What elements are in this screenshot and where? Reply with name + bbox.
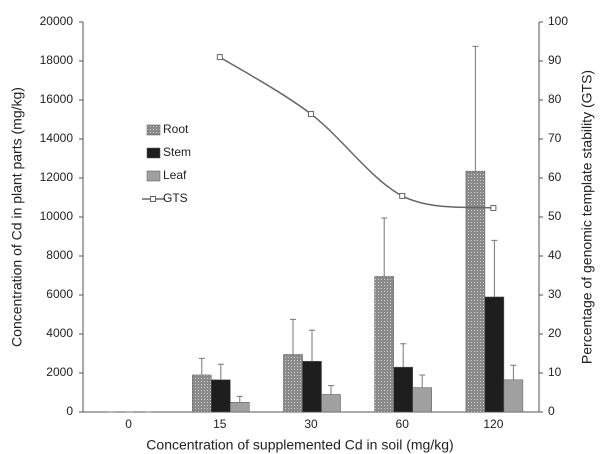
error-bar <box>217 363 224 380</box>
x-tick-label: 15 <box>213 417 227 431</box>
legend-label: Stem <box>163 145 191 159</box>
y-tick-label: 20000 <box>40 14 74 28</box>
bar <box>374 276 394 413</box>
marker <box>399 192 406 199</box>
y2-tick-label: 80 <box>548 92 562 106</box>
y-tick-label: 16000 <box>40 92 74 106</box>
y-tick-label: 6000 <box>46 287 73 301</box>
bar <box>230 402 250 413</box>
y-tick-label: 18000 <box>40 53 74 67</box>
error-bar <box>419 374 426 388</box>
y2-tick-label: 90 <box>548 53 562 67</box>
x-tick-label: 60 <box>396 417 410 431</box>
bar <box>503 379 524 413</box>
legend-swatch <box>146 124 161 136</box>
y-tick-label: 8000 <box>46 248 73 262</box>
y2-tick-label: 40 <box>548 248 562 262</box>
legend-swatch <box>146 170 161 182</box>
y-tick-label: 14000 <box>40 131 74 145</box>
bar <box>302 361 322 413</box>
bar <box>192 374 212 413</box>
error-bar <box>328 385 334 395</box>
error-bar <box>472 45 479 172</box>
y-tick-label: 4000 <box>46 326 73 340</box>
y2-axis-title: Percentage of genomic template stability… <box>579 70 595 364</box>
y-axis-title: Concentration of Cd in plant parts (mg/k… <box>9 87 25 347</box>
error-bar <box>290 318 296 355</box>
y-tick-label: 10000 <box>40 209 74 223</box>
y2-tick-label: 30 <box>548 287 562 301</box>
marker <box>490 205 497 212</box>
bar <box>211 379 231 413</box>
bar <box>484 296 505 413</box>
error-bar <box>381 217 388 277</box>
x-axis-title: Concentration of supplemented Cd in soil… <box>146 437 453 453</box>
error-bar <box>510 364 517 380</box>
y-tick-label: 0 <box>66 404 73 418</box>
error-bar <box>309 329 315 362</box>
bar <box>321 394 341 413</box>
error-bar <box>400 343 407 368</box>
marker <box>216 54 223 61</box>
error-bar <box>491 239 498 297</box>
y-tick-label: 12000 <box>40 170 74 184</box>
marker <box>308 111 314 118</box>
legend-label: Root <box>163 122 189 136</box>
x-tick-label: 30 <box>304 417 318 431</box>
y2-tick-label: 0 <box>548 404 555 418</box>
error-bar <box>236 395 243 403</box>
bar <box>283 354 303 413</box>
y2-tick-label: 60 <box>548 170 562 184</box>
y2-tick-label: 100 <box>548 14 568 28</box>
y2-tick-label: 10 <box>548 365 562 379</box>
legend-label: Leaf <box>163 168 187 182</box>
bar <box>393 366 413 413</box>
x-tick-label: 120 <box>483 417 503 431</box>
bar <box>412 387 432 413</box>
error-bar <box>198 357 205 375</box>
y2-tick-label: 20 <box>548 326 562 340</box>
y2-tick-label: 50 <box>548 209 562 223</box>
x-tick-label: 0 <box>125 417 132 431</box>
legend-swatch <box>146 147 161 159</box>
y2-tick-label: 70 <box>548 131 562 145</box>
y-tick-label: 2000 <box>46 365 73 379</box>
legend-marker <box>150 196 156 202</box>
line <box>219 56 494 209</box>
legend-label: GTS <box>163 191 188 205</box>
